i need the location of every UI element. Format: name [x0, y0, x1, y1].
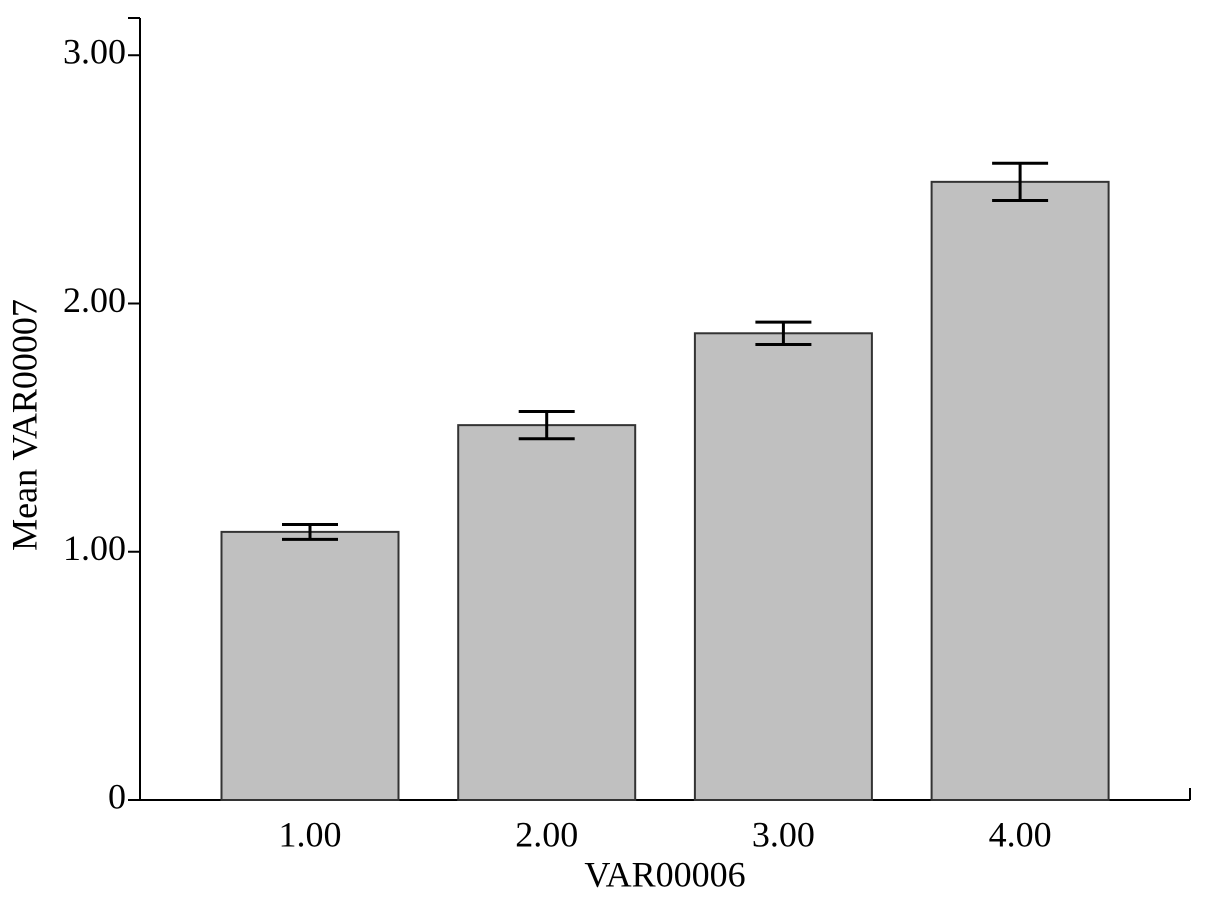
bar — [930, 180, 1110, 802]
y-tick-label: 2.00 — [63, 280, 126, 320]
x-tick-label: 1.00 — [279, 814, 342, 854]
y-tick-label: 3.00 — [63, 32, 126, 72]
bar — [693, 332, 873, 801]
x-axis-label: VAR00006 — [584, 854, 745, 894]
y-axis-label: Mean VAR00007 — [4, 299, 44, 551]
y-tick-label: 0 — [108, 776, 126, 816]
y-tick-label: 1.00 — [63, 528, 126, 568]
bar — [220, 530, 400, 802]
x-tick-label: 3.00 — [752, 814, 815, 854]
x-tick-label: 2.00 — [515, 814, 578, 854]
bar — [457, 424, 637, 801]
x-tick-label: 4.00 — [989, 814, 1052, 854]
